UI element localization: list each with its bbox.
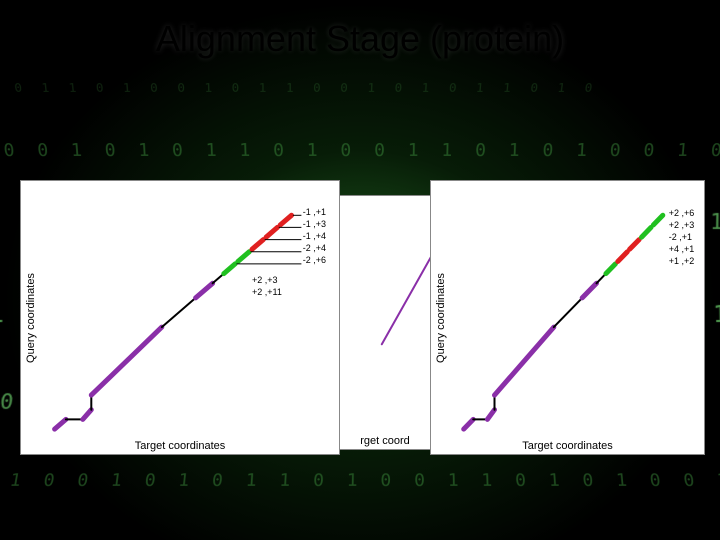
segment-annotation: -2 ,+4: [303, 243, 326, 253]
panels-layer: rget coord Query coordinatesTarget coord…: [0, 0, 720, 540]
segment-annotation: +2 ,+6: [669, 208, 695, 218]
alignment-segment: [83, 410, 92, 420]
alignment-segment: [464, 419, 474, 429]
alignment-segment: [91, 327, 162, 395]
segment-annotation: -1 ,+1: [303, 207, 326, 217]
segment-annotation: +2 ,+3: [669, 220, 695, 230]
alignment-segment: [606, 264, 616, 274]
alignment-segment: [252, 240, 263, 250]
alignment-segment: [642, 227, 652, 237]
alignment-plot-svg: [459, 191, 696, 434]
alignment-panel-left: Query coordinates Target coordinates -1 ,+…: [20, 180, 340, 455]
alignment-segment: [280, 215, 291, 225]
segment-annotation: +2 ,+11: [252, 287, 282, 297]
slide-title-text: Alignment Stage (protein): [156, 18, 564, 59]
alignment-segment: [495, 327, 554, 395]
alignment-segment: [238, 252, 249, 262]
segment-annotation: +4 ,+1: [669, 244, 695, 254]
segment-annotation: +1 ,+2: [669, 256, 695, 266]
y-axis-label: Query coordinates: [435, 273, 447, 363]
plot-area: -1 ,+1 -1 ,+3 -1 ,+4 -2 ,+4 -2 ,+6 +2 ,+3 +2 ,…: [49, 191, 329, 432]
alignment-plot-svg: [49, 191, 331, 434]
alignment-segment: [487, 410, 494, 420]
x-axis-label: Target coordinates: [431, 440, 704, 452]
slide-title: Alignment Stage (protein): [0, 18, 720, 60]
alignment-panel-right: Query coordinates Target coordinates +2 ,+…: [430, 180, 705, 455]
alignment-segment: [224, 264, 235, 274]
alignment-segment: [554, 298, 582, 327]
alignment-segment: [582, 283, 596, 298]
segment-annotation: -1 ,+4: [303, 231, 326, 241]
alignment-segment: [266, 227, 277, 237]
alignment-segment: [382, 255, 432, 344]
x-axis-label: Target coordinates: [21, 440, 339, 452]
plot-area: +2 ,+6 +2 ,+3 -2 ,+1 +4 ,+1 +1 ,+2: [459, 191, 694, 432]
alignment-segment: [55, 419, 66, 429]
y-axis-label: Query coordinates: [25, 273, 37, 363]
alignment-segment: [630, 240, 640, 250]
segment-annotation: +2 ,+3: [252, 275, 278, 285]
segment-annotation: -1 ,+3: [303, 219, 326, 229]
alignment-segment: [162, 298, 196, 327]
segment-annotation: -2 ,+1: [669, 232, 692, 242]
alignment-segment: [618, 252, 628, 262]
alignment-segment: [653, 215, 663, 225]
alignment-segment: [196, 283, 213, 298]
segment-annotation: -2 ,+6: [303, 255, 326, 265]
